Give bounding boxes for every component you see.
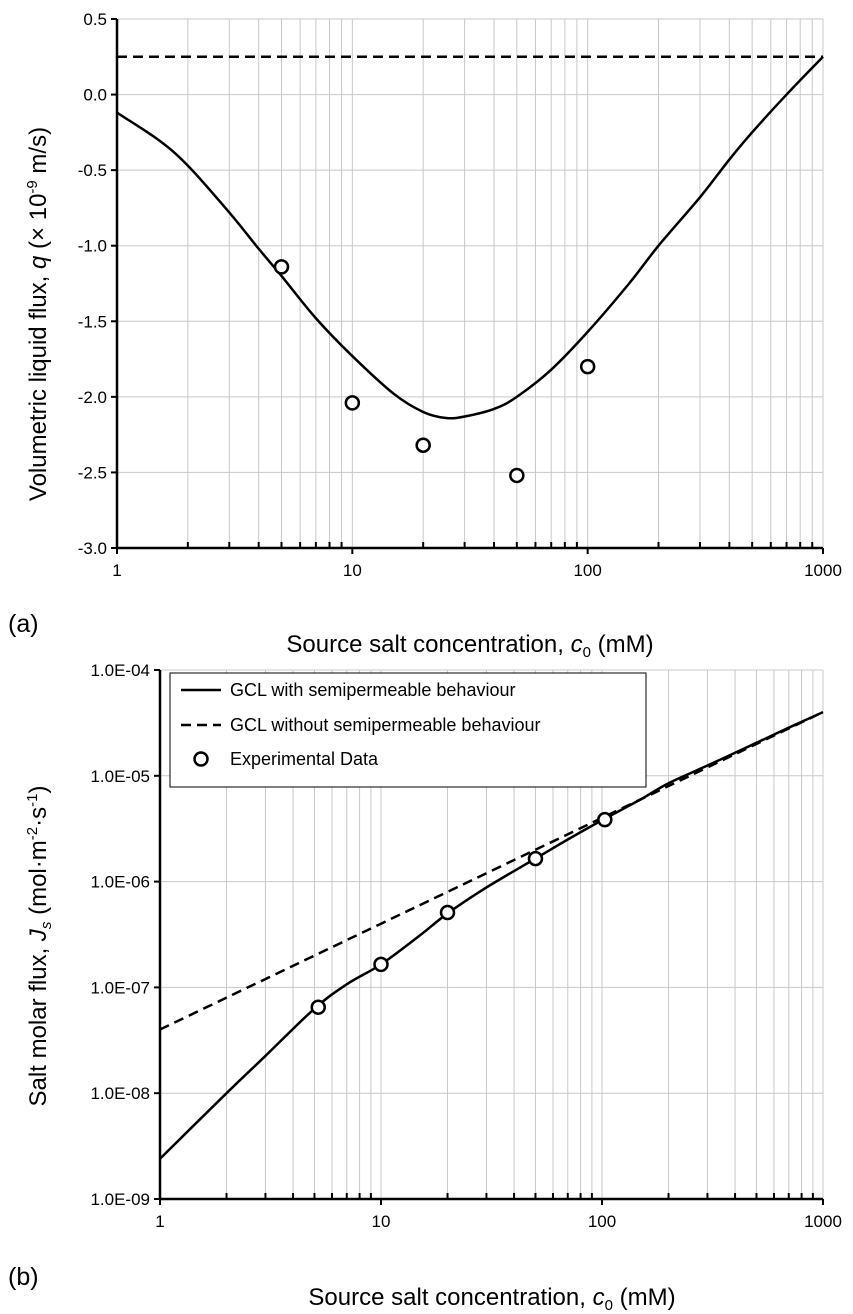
x-tick-label: 10 <box>343 561 362 580</box>
data-point-a <box>579 358 596 375</box>
panel-label-b: (b) <box>8 1263 39 1291</box>
y-axis-title-b: Salt molar flux, Js (mol·m-2·s-1) <box>24 786 55 1107</box>
data-point-b <box>527 850 544 867</box>
x-tick-label: 100 <box>588 1212 616 1231</box>
tick-labels-a: 0.5 0.0 -0.5 -1.0 -1.5 -2.0 -2.5 -3.0 1 10 100 1000 <box>78 10 842 580</box>
legend: GCL with semipermeable behaviour GCL wit… <box>169 672 647 788</box>
tick-labels-b: 1.0E-04 1.0E-05 1.0E-06 1.0E-07 1.0E-08 1.0E-… <box>90 661 841 1231</box>
x-tick-label: 1 <box>155 1212 164 1231</box>
x-tick-label: 1000 <box>804 1212 842 1231</box>
y-tick-label: 1.0E-06 <box>90 873 150 892</box>
legend-box <box>169 672 647 788</box>
y-axis-title-a: Volumetric liquid flux, q (× 10-9 m/s) <box>24 127 52 501</box>
y-tick-label: -3.0 <box>78 539 107 558</box>
legend-swatch-experimental <box>193 751 209 767</box>
y-tick-label: 1.0E-04 <box>90 661 150 680</box>
axes-a <box>111 18 824 554</box>
y-tick-label: 1.0E-07 <box>90 978 150 997</box>
data-point-b <box>310 999 326 1015</box>
data-point-b <box>439 904 456 921</box>
y-tick-label: -1.0 <box>78 237 107 256</box>
curve-without-semipermeable <box>159 710 824 1031</box>
y-tick-label: 1.0E-08 <box>90 1084 150 1103</box>
chart-panel-b: 1.0E-04 1.0E-05 1.0E-06 1.0E-07 1.0E-08 1.0E-… <box>8 661 842 1314</box>
y-tick-label: 1.0E-09 <box>90 1190 150 1209</box>
legend-label-with: GCL with semipermeable behaviour <box>230 680 515 700</box>
legend-label-experimental: Experimental Data <box>230 749 379 769</box>
data-point-a <box>344 395 361 411</box>
data-point-a <box>273 259 290 275</box>
x-axis-title-a: Source salt concentration, c0 (mM) <box>286 631 653 661</box>
y-tick-label: -2.0 <box>78 388 107 407</box>
data-point-b <box>373 956 389 973</box>
chart-panel-a: 0.5 0.0 -0.5 -1.0 -1.5 -2.0 -2.5 -3.0 1 10 100 1000… <box>8 10 842 661</box>
y-tick-label: -0.5 <box>78 161 107 180</box>
x-axis-title-b: Source salt concentration, c0 (mM) <box>308 1284 675 1314</box>
curve-with-semipermeable <box>159 710 824 1160</box>
x-tick-label: 100 <box>573 561 601 580</box>
y-tick-label: 0.5 <box>83 10 107 29</box>
series-layer-b <box>159 710 824 1160</box>
data-point-a <box>509 467 525 484</box>
y-tick-label: -1.5 <box>78 312 107 331</box>
y-tick-label: 0.0 <box>83 86 107 105</box>
data-point-a <box>415 437 431 453</box>
x-tick-label: 10 <box>372 1212 391 1231</box>
model-curve-a <box>116 55 824 420</box>
series-layer-a <box>116 55 824 484</box>
x-tick-label: 1000 <box>804 561 842 580</box>
y-tick-label: -2.5 <box>78 463 107 482</box>
y-tick-label: 1.0E-05 <box>90 767 150 786</box>
x-tick-label: 1 <box>112 561 121 580</box>
axes-b <box>154 669 824 1205</box>
data-point-b <box>597 811 613 828</box>
legend-label-without: GCL without semipermeable behaviour <box>230 715 541 735</box>
gridlines-a <box>117 18 824 548</box>
panel-label-a: (a) <box>8 610 39 638</box>
